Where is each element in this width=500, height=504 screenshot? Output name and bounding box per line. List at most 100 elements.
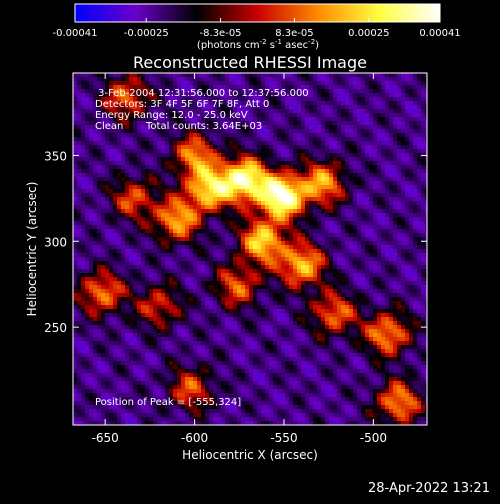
heatmap-cell — [401, 257, 405, 261]
heatmap-cell — [345, 165, 349, 169]
heatmap-cell — [77, 73, 81, 77]
heatmap-cell — [269, 293, 273, 297]
heatmap-cell — [421, 133, 425, 137]
heatmap-cell — [189, 149, 193, 153]
heatmap-cell — [89, 113, 93, 117]
heatmap-cell — [417, 141, 421, 145]
heatmap-cell — [309, 125, 313, 129]
heatmap-cell — [225, 253, 229, 257]
heatmap-cell — [281, 273, 285, 277]
heatmap-cell — [233, 245, 237, 249]
heatmap-cell — [405, 221, 409, 225]
heatmap-cell — [113, 81, 117, 85]
heatmap-cell — [209, 213, 213, 217]
heatmap-cell — [237, 221, 241, 225]
heatmap-cell — [113, 225, 117, 229]
heatmap-cell — [401, 193, 405, 197]
heatmap-cell — [257, 261, 261, 265]
heatmap-cell — [293, 209, 297, 213]
heatmap-cell — [385, 201, 389, 205]
heatmap-cell — [421, 117, 425, 121]
heatmap-cell — [265, 213, 269, 217]
heatmap-cell — [189, 261, 193, 265]
heatmap-cell — [389, 121, 393, 125]
colorbar-unit-part: -1 — [275, 38, 282, 46]
heatmap-cell — [169, 161, 173, 165]
heatmap-cell — [373, 181, 377, 185]
heatmap-cell — [177, 281, 181, 285]
heatmap-cell — [213, 249, 217, 253]
heatmap-cell — [161, 173, 165, 177]
heatmap-cell — [113, 189, 117, 193]
heatmap-cell — [341, 121, 345, 125]
heatmap-cell — [361, 125, 365, 129]
heatmap-cell — [373, 253, 377, 257]
heatmap-cell — [401, 213, 405, 217]
heatmap-cell — [417, 101, 421, 105]
heatmap-cell — [329, 141, 333, 145]
heatmap-cell — [385, 165, 389, 169]
heatmap-cell — [125, 281, 129, 285]
heatmap-cell — [81, 285, 85, 289]
heatmap-cell — [181, 189, 185, 193]
heatmap-cell — [237, 225, 241, 229]
heatmap-cell — [225, 177, 229, 181]
heatmap-cell — [169, 141, 173, 145]
heatmap-cell — [381, 205, 385, 209]
heatmap-cell — [305, 193, 309, 197]
heatmap-cell — [325, 277, 329, 281]
heatmap-cell — [341, 225, 345, 229]
heatmap-cell — [309, 273, 313, 277]
heatmap-cell — [245, 249, 249, 253]
heatmap-cell — [261, 77, 265, 81]
heatmap-cell — [333, 141, 337, 145]
heatmap-cell — [369, 245, 373, 249]
heatmap-cell — [109, 233, 113, 237]
heatmap-cell — [281, 225, 285, 229]
heatmap-cell — [353, 113, 357, 117]
heatmap-cell — [133, 233, 137, 237]
heatmap-cell — [401, 177, 405, 181]
heatmap-cell — [413, 289, 417, 293]
heatmap-cell — [269, 77, 273, 81]
heatmap-cell — [369, 125, 373, 129]
heatmap-cell — [101, 261, 105, 265]
heatmap-cell — [193, 241, 197, 245]
heatmap-cell — [405, 245, 409, 249]
heatmap-cell — [421, 189, 425, 193]
heatmap-cell — [89, 221, 93, 225]
heatmap-cell — [225, 245, 229, 249]
heatmap-cell — [357, 245, 361, 249]
heatmap-cell — [377, 141, 381, 145]
heatmap-cell — [401, 165, 405, 169]
heatmap-cell — [125, 257, 129, 261]
heatmap-cell — [201, 81, 205, 85]
heatmap-cell — [149, 201, 153, 205]
heatmap-cell — [309, 257, 313, 261]
heatmap-cell — [365, 149, 369, 153]
heatmap-cell — [81, 205, 85, 209]
heatmap-cell — [249, 177, 253, 181]
heatmap-cell — [369, 229, 373, 233]
heatmap-cell — [77, 249, 81, 253]
heatmap-cell — [81, 197, 85, 201]
heatmap-cell — [81, 109, 85, 113]
heatmap-cell — [257, 257, 261, 261]
heatmap-cell — [269, 101, 273, 105]
heatmap-cell — [225, 77, 229, 81]
heatmap-cell — [153, 145, 157, 149]
heatmap-cell — [217, 217, 221, 221]
heatmap-cell — [233, 277, 237, 281]
heatmap-cell — [325, 149, 329, 153]
heatmap-cell — [77, 97, 81, 101]
heatmap-cell — [389, 269, 393, 273]
heatmap-cell — [349, 77, 353, 81]
heatmap-cell — [217, 269, 221, 273]
heatmap-cell — [357, 201, 361, 205]
heatmap-cell — [397, 289, 401, 293]
heatmap-cell — [205, 269, 209, 273]
heatmap-cell — [141, 185, 145, 189]
heatmap-cell — [265, 81, 269, 85]
heatmap-cell — [169, 245, 173, 249]
heatmap-cell — [261, 209, 265, 213]
